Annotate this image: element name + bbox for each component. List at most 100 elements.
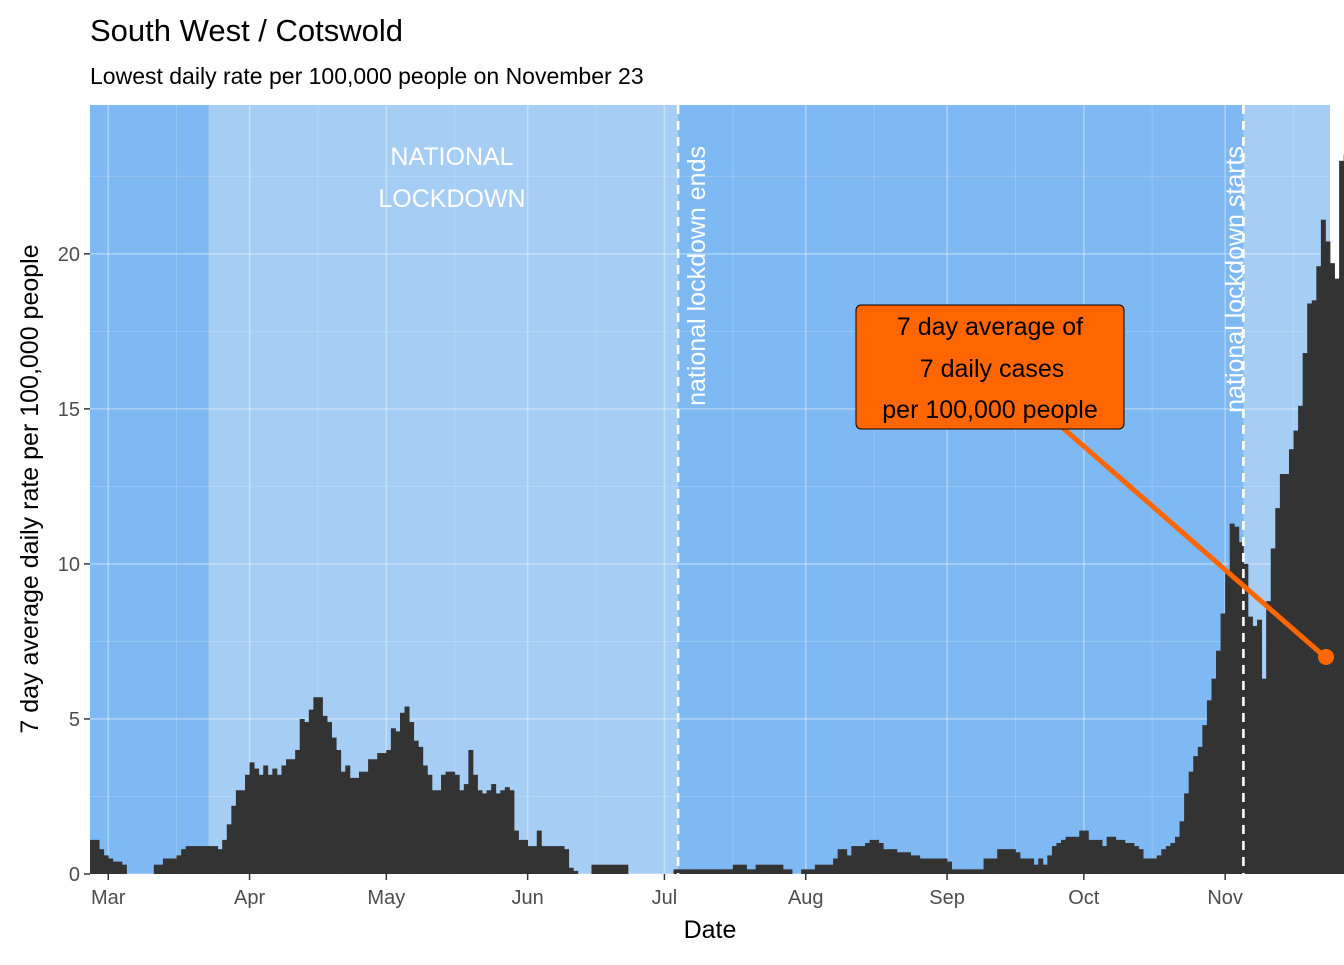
bar [1120, 840, 1125, 874]
bar [1216, 651, 1221, 874]
bar [1202, 725, 1207, 874]
bar [277, 775, 282, 874]
bar [783, 869, 788, 874]
bar [90, 840, 95, 874]
bar [386, 750, 391, 874]
bar [550, 846, 555, 874]
bar [1307, 303, 1312, 874]
bar [500, 790, 505, 874]
bar [1321, 220, 1326, 874]
bar [601, 865, 606, 874]
bar [1088, 840, 1093, 874]
bar [692, 869, 697, 874]
bar [1271, 548, 1276, 874]
bar [1284, 474, 1289, 874]
bar [222, 840, 227, 874]
bar [1330, 263, 1335, 874]
bar [1038, 858, 1043, 874]
bar [523, 840, 528, 874]
bar [254, 769, 259, 874]
bar [1011, 849, 1016, 874]
bar [423, 765, 428, 874]
bar [974, 869, 979, 874]
chart-subtitle: Lowest daily rate per 100,000 people on … [90, 63, 644, 89]
bar [1047, 855, 1052, 874]
bar [1166, 846, 1171, 874]
bar [760, 865, 765, 874]
bar [327, 722, 332, 874]
x-tick-label: Mar [91, 887, 126, 909]
bar [391, 728, 396, 874]
bar [405, 707, 410, 874]
callout-line-1: 7 day average of [897, 313, 1083, 341]
bar [865, 843, 870, 874]
bar [213, 846, 218, 874]
bar [614, 865, 619, 874]
bar [446, 772, 451, 874]
bar [177, 855, 182, 874]
bar [505, 787, 510, 874]
bar [1262, 679, 1267, 874]
bar [997, 849, 1002, 874]
bar [1075, 837, 1080, 874]
bar [838, 849, 843, 874]
bar [819, 865, 824, 874]
bar [956, 869, 961, 874]
bar [696, 869, 701, 874]
bar [1139, 849, 1144, 874]
bar [915, 855, 920, 874]
bar [1221, 614, 1226, 874]
bar [952, 869, 957, 874]
bar [842, 849, 847, 874]
bar [605, 865, 610, 874]
bar [1061, 840, 1066, 874]
bar [1098, 840, 1103, 874]
bar [851, 846, 856, 874]
bar [1052, 846, 1057, 874]
bar [1025, 858, 1030, 874]
bar [336, 750, 341, 874]
bar [833, 858, 838, 874]
bar [856, 846, 861, 874]
bar [95, 840, 100, 874]
bar [263, 765, 268, 874]
bar [911, 855, 916, 874]
bar [414, 741, 419, 874]
bar [236, 790, 241, 874]
bar [1129, 843, 1134, 874]
bar [1248, 617, 1253, 874]
bar [514, 831, 519, 874]
bar [496, 793, 501, 874]
bar [1079, 831, 1084, 874]
lockdown-band-label-line2: LOCKDOWN [378, 185, 525, 213]
bar [436, 790, 441, 874]
bar [1056, 843, 1061, 874]
bar [756, 865, 761, 874]
bar [979, 869, 984, 874]
bar [1335, 279, 1340, 874]
bar [240, 790, 245, 874]
bar [400, 713, 405, 874]
bar [901, 852, 906, 874]
bar [1189, 772, 1194, 874]
bar [359, 772, 364, 874]
bar [468, 750, 473, 874]
bar [810, 869, 815, 874]
bar [190, 846, 195, 874]
bar [1289, 449, 1294, 874]
bar [377, 753, 382, 874]
bar [860, 846, 865, 874]
bar [897, 852, 902, 874]
bar [268, 775, 273, 874]
bar [1225, 570, 1230, 874]
bar [318, 697, 323, 874]
bar [888, 849, 893, 874]
bar [195, 846, 200, 874]
bar [938, 858, 943, 874]
bar [464, 784, 469, 874]
bar [1029, 858, 1034, 874]
bar [687, 869, 692, 874]
bar [705, 869, 710, 874]
bar [482, 793, 487, 874]
